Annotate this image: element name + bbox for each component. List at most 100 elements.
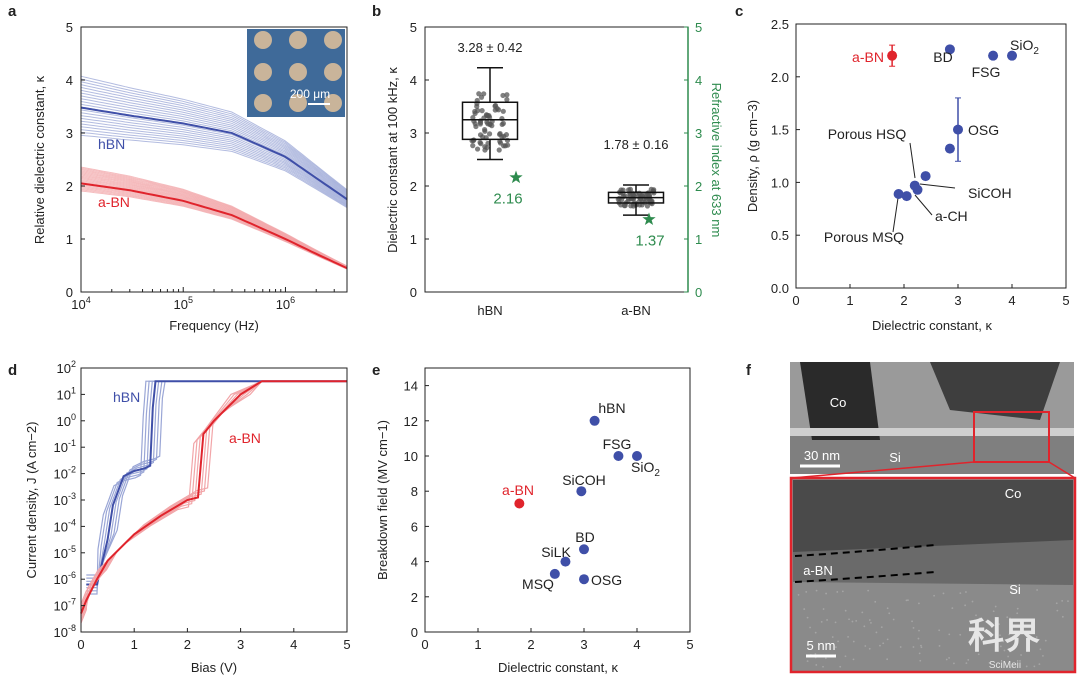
box-stat-label: 3.28 ± 0.42 xyxy=(458,40,523,55)
panel-b: b 0 1 2 3 4 5 0 1 2 3 4 5 3.28 ± 0.42 2.16 hBN 1.78 ± 0.… xyxy=(372,3,724,318)
series-hBN xyxy=(86,380,347,595)
iv-curve xyxy=(86,380,347,579)
y2-tick-label: 2 xyxy=(695,179,702,194)
lattice-dot xyxy=(836,591,839,593)
lattice-dot xyxy=(814,652,817,655)
plot-frame xyxy=(424,367,691,633)
leader-line xyxy=(892,197,899,233)
lattice-dot xyxy=(1042,654,1044,657)
lattice-dot xyxy=(1011,665,1014,668)
lattice-dot xyxy=(899,646,902,648)
y-tick-label: 1 xyxy=(410,232,417,247)
marker-a-ch xyxy=(912,184,923,195)
lattice-dot xyxy=(1008,633,1011,636)
series-label-abn: a-BN xyxy=(98,194,130,210)
x-tick-label: 105 xyxy=(173,295,192,312)
lattice-dot xyxy=(880,626,883,629)
lattice-dot xyxy=(1006,616,1009,619)
x-tick-label: 4 xyxy=(633,637,640,652)
panel-letter: c xyxy=(735,3,743,20)
spread-curve xyxy=(80,134,348,209)
marker-sio2 xyxy=(632,451,642,461)
label-a-bn: a-BN xyxy=(852,49,884,65)
lattice-dot xyxy=(948,657,950,659)
lattice-dot xyxy=(1003,649,1006,652)
x-tick-label: 2 xyxy=(900,293,907,308)
lattice-dot xyxy=(920,646,923,649)
lattice-dot xyxy=(999,645,1002,648)
label-a-bn: a-BN xyxy=(502,482,534,498)
data-point xyxy=(480,134,486,140)
tick-exponent: 1 xyxy=(71,385,76,395)
panel-letter: b xyxy=(372,3,381,20)
x-tick-label: 3 xyxy=(237,637,244,652)
spread-curve xyxy=(80,92,348,196)
tick-base: 10 xyxy=(71,297,85,312)
lattice-dot xyxy=(868,647,871,650)
zoom-connector xyxy=(1048,461,1076,479)
lattice-dot xyxy=(837,640,839,643)
tick-base: 10 xyxy=(54,519,68,534)
lattice-dot xyxy=(918,652,921,655)
y-tick-label: 102 xyxy=(57,359,76,376)
tick-exponent: 2 xyxy=(71,359,76,369)
panel-c: c 0.0 0.5 1.0 1.5 2.0 2.5 0 1 2 3 4 5 a-BN BD FSG SiO2 OS… xyxy=(735,3,1070,333)
tick-exponent: -4 xyxy=(68,517,76,527)
data-point xyxy=(477,119,484,126)
y-tick-label: 1 xyxy=(66,232,73,247)
tem-overview: Co Si 30 nm xyxy=(790,362,1074,474)
data-point xyxy=(497,140,504,146)
lattice-dot xyxy=(1055,602,1058,605)
label-silk: SiLK xyxy=(541,544,571,560)
lattice-dot xyxy=(919,659,922,662)
y-tick-label: 10-2 xyxy=(54,465,76,482)
lattice-dot xyxy=(847,635,849,638)
lattice-dot xyxy=(978,620,980,623)
y-tick-label: 4 xyxy=(66,73,73,88)
x-category-label: hBN xyxy=(477,303,502,318)
y-tick-label: 3 xyxy=(410,126,417,141)
inset-pad xyxy=(324,94,342,112)
label-bd: BD xyxy=(933,49,952,65)
y-tick-label: 6 xyxy=(411,519,418,534)
lattice-dot xyxy=(852,640,855,643)
marker-bd xyxy=(579,544,589,555)
refractive-star xyxy=(642,212,656,226)
series-label-hbn: hBN xyxy=(113,389,140,405)
label-sicoh: SiCOH xyxy=(968,185,1012,201)
label-porous-hsq: Porous HSQ xyxy=(828,126,907,142)
spread-curve xyxy=(80,129,348,207)
y2-tick-label: 0 xyxy=(695,285,702,300)
marker-porous-msq xyxy=(893,189,904,200)
tick-base: 10 xyxy=(54,467,68,482)
inset-scale-label: 200 μm xyxy=(290,87,330,101)
spread-curve xyxy=(80,117,348,203)
x-tick-label: 2 xyxy=(527,637,534,652)
marker-fsg xyxy=(988,50,999,61)
refractive-label: 2.16 xyxy=(493,191,522,208)
y-tick-label: 12 xyxy=(404,414,418,429)
y-tick-label: 0 xyxy=(66,285,73,300)
inset-pad xyxy=(289,94,307,112)
y-tick-label: 8 xyxy=(411,484,418,499)
iv-curve xyxy=(80,380,347,614)
panel-f: f Co Si 30 nm Co a-BN Si 5 nm 科界 SciMeii xyxy=(746,362,1077,674)
lattice-dot xyxy=(875,631,878,634)
marker-sicoh-2 xyxy=(944,143,955,154)
tick-exponent: -6 xyxy=(68,570,76,580)
x-tick-label: 1 xyxy=(846,293,853,308)
tick-exponent: -2 xyxy=(68,465,76,475)
lattice-dot xyxy=(886,658,889,661)
lattice-dot xyxy=(992,610,995,613)
iv-curve xyxy=(86,380,347,589)
lattice-dot xyxy=(967,659,970,661)
x-tick-label: 3 xyxy=(954,293,961,308)
label-fsg: FSG xyxy=(603,436,632,452)
data-point xyxy=(478,94,485,100)
y-tick-label: 0 xyxy=(411,625,418,640)
data-point xyxy=(500,108,506,114)
y-tick-label: 2 xyxy=(66,179,73,194)
lattice-dot xyxy=(1020,629,1022,632)
tick-base: 10 xyxy=(54,493,68,508)
tem-interface xyxy=(790,428,1074,436)
